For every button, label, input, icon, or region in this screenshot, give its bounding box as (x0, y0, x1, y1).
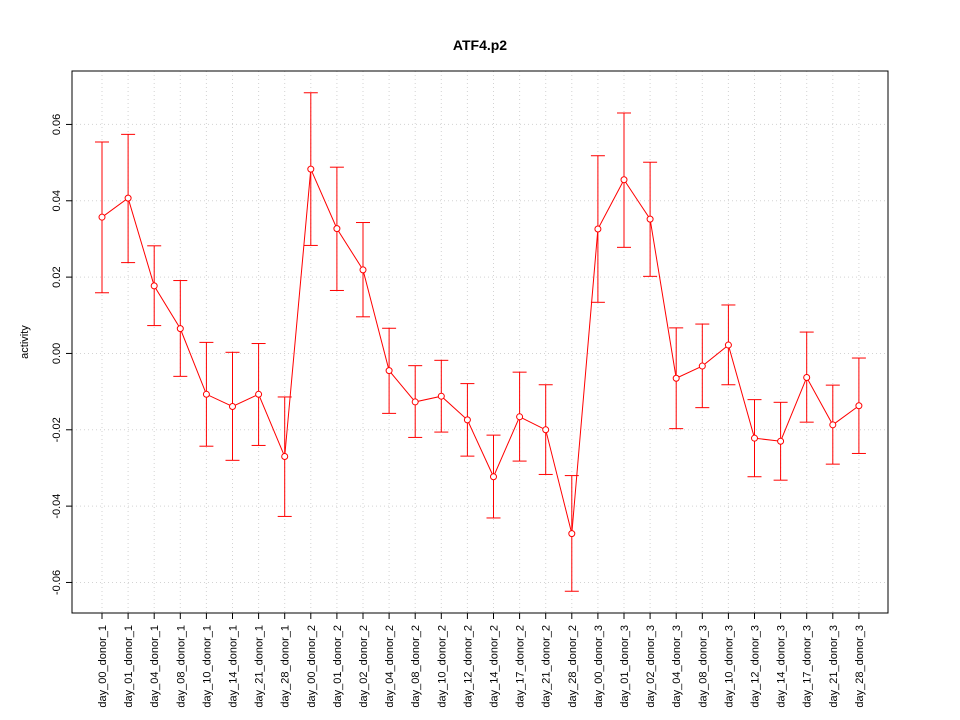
x-tick-label: day_12_donor_2 (462, 625, 474, 708)
data-point (777, 437, 785, 445)
x-tick-label: day_01_donor_3 (619, 625, 631, 708)
x-tick-label: day_21_donor_1 (254, 625, 266, 708)
data-point (724, 341, 732, 349)
data-point (751, 434, 758, 442)
data-point (411, 398, 419, 406)
data-point (255, 390, 263, 398)
data-point (698, 362, 706, 370)
x-tick-label: day_17_donor_3 (802, 625, 814, 708)
x-tick-label: day_04_donor_2 (384, 625, 396, 708)
y-tick-label: -0.04 (51, 494, 63, 519)
x-tick-label: day_00_donor_1 (97, 625, 109, 708)
series-line-layer (101, 168, 860, 534)
data-point (829, 421, 837, 429)
data-point (98, 213, 106, 221)
y-tick-label: 0.00 (51, 343, 63, 364)
y-tick-label: 0.02 (51, 266, 63, 287)
data-point (229, 403, 236, 411)
data-point (646, 215, 654, 223)
data-point (124, 194, 132, 202)
error-bar-layer (95, 92, 866, 592)
x-tick-label: day_28_donor_2 (567, 625, 579, 708)
y-tick-label: 0.04 (51, 190, 63, 211)
x-tick-label: day_01_donor_1 (123, 625, 135, 708)
x-tick-label: day_10_donor_1 (201, 625, 213, 708)
x-tick-label: day_02_donor_2 (358, 625, 370, 708)
x-tick-label: day_00_donor_2 (306, 625, 318, 708)
data-point (150, 282, 158, 290)
x-tick-label: day_02_donor_3 (645, 625, 657, 708)
y-tick-label: -0.06 (51, 570, 63, 595)
data-point (176, 325, 184, 333)
x-tick-label: day_08_donor_2 (410, 625, 422, 708)
chart-title: ATF4.p2 (453, 37, 507, 53)
x-tick-label: day_14_donor_3 (776, 625, 788, 708)
data-point (333, 225, 341, 233)
x-tick-label: day_14_donor_1 (228, 625, 240, 708)
point-layer (98, 165, 863, 538)
x-tick-label: day_10_donor_2 (436, 625, 448, 708)
data-point (490, 473, 497, 481)
y-tick-label: 0.06 (51, 114, 63, 135)
data-point (516, 413, 524, 421)
series-line (101, 168, 860, 534)
data-point (463, 416, 471, 424)
x-tick-label: day_28_donor_1 (280, 625, 292, 708)
data-point (855, 402, 863, 410)
x-tick-label: day_21_donor_3 (828, 625, 840, 708)
data-point (672, 374, 680, 382)
x-tick-label: day_10_donor_3 (723, 625, 735, 708)
data-point (385, 367, 393, 375)
x-tick-label: day_08_donor_3 (697, 625, 709, 708)
y-tick-label: -0.02 (51, 417, 63, 442)
axes-layer: -0.06 -0.04 -0.02 0.00 0.02 0.04 0.06 day_00_do… (51, 114, 866, 708)
data-point (307, 165, 315, 173)
data-point (594, 225, 602, 233)
x-tick-label: day_01_donor_2 (332, 625, 344, 708)
x-tick-label: day_12_donor_3 (750, 625, 762, 708)
data-point (803, 373, 811, 381)
y-axis-label: activity (19, 325, 31, 359)
data-point (568, 530, 576, 538)
data-point (437, 392, 445, 400)
data-point (620, 176, 628, 184)
x-tick-label: day_21_donor_2 (541, 625, 553, 708)
grid-layer (72, 71, 888, 613)
data-point (281, 453, 289, 461)
data-point (202, 390, 210, 398)
x-tick-label: day_04_donor_3 (671, 625, 683, 708)
x-tick-label: day_00_donor_3 (593, 625, 605, 708)
data-point (542, 426, 550, 434)
x-tick-label: day_04_donor_1 (149, 625, 161, 708)
x-tick-label: day_14_donor_2 (489, 625, 501, 708)
x-tick-label: day_08_donor_1 (175, 625, 187, 708)
plot-frame (71, 70, 889, 614)
x-tick-label: day_28_donor_3 (854, 625, 866, 708)
data-point (359, 266, 367, 274)
x-tick-label: day_17_donor_2 (515, 625, 527, 708)
